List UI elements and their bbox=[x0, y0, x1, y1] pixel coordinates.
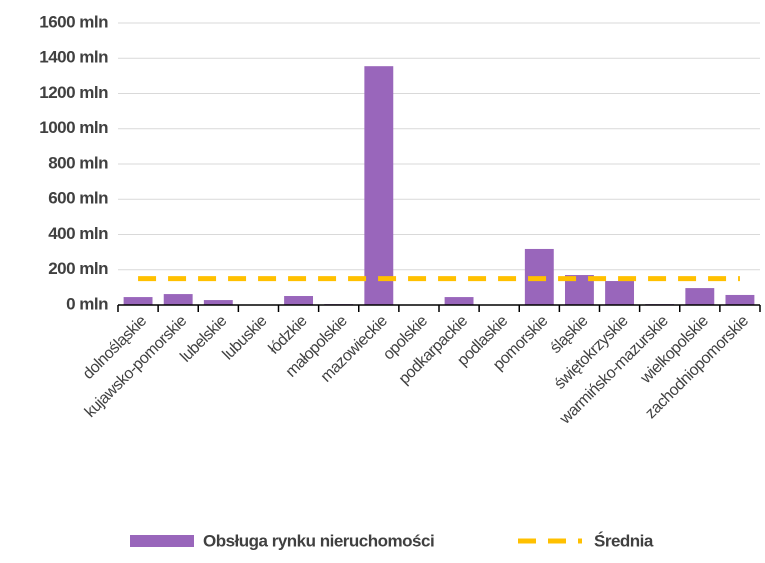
bar bbox=[444, 297, 474, 305]
legend-label: Obsługa rynku nieruchomości bbox=[203, 531, 434, 550]
y-tick-label: 800 mln bbox=[48, 153, 108, 172]
y-tick-label: 400 mln bbox=[48, 224, 108, 243]
y-tick-label: 0 mln bbox=[66, 294, 108, 313]
bar bbox=[685, 288, 715, 305]
y-tick-label: 1600 mln bbox=[39, 12, 108, 31]
bar bbox=[284, 296, 314, 305]
y-tick-label: 200 mln bbox=[48, 259, 108, 278]
bar bbox=[123, 297, 153, 305]
bar bbox=[725, 294, 755, 305]
y-tick-label: 1400 mln bbox=[39, 48, 108, 67]
y-tick-label: 1000 mln bbox=[39, 118, 108, 137]
bar bbox=[364, 66, 394, 306]
bar bbox=[605, 281, 635, 305]
x-tick-label: lubuskie bbox=[220, 312, 271, 363]
legend-label: Średnia bbox=[594, 531, 654, 550]
bar bbox=[203, 300, 233, 305]
y-tick-label: 1200 mln bbox=[39, 83, 108, 102]
y-tick-label: 600 mln bbox=[48, 189, 108, 208]
bar bbox=[163, 294, 193, 305]
legend-swatch bbox=[130, 535, 194, 547]
